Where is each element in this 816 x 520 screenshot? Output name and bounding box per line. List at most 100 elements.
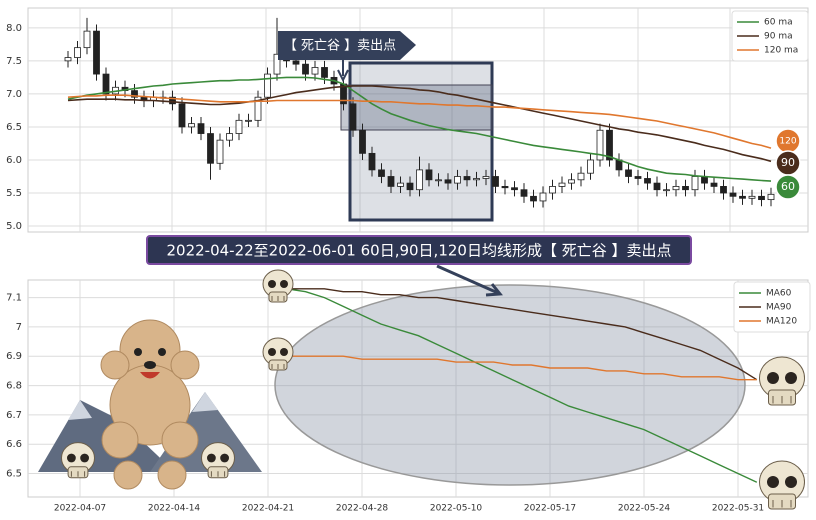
candle-body [416, 169, 423, 191]
y-tick-label: 6.9 [6, 351, 22, 362]
legend-label: 90 ma [764, 32, 793, 42]
skull-eye [280, 280, 288, 288]
y-tick-label: 7 [16, 322, 22, 333]
legend-box [733, 281, 811, 333]
skull-eye [268, 348, 276, 356]
legend-box [731, 10, 809, 62]
skull-eye [67, 453, 76, 463]
end-marker-label: 60 [781, 180, 795, 193]
candle-body [368, 152, 376, 171]
candle-body [311, 67, 319, 75]
candle-body [653, 182, 661, 191]
skull-teeth [271, 296, 285, 301]
x-tick-label: 2022-05-10 [430, 504, 483, 514]
candle-body [767, 193, 775, 201]
dog-part [100, 350, 130, 380]
candle-body [606, 129, 613, 161]
candle-body [273, 53, 281, 75]
candle-body [644, 178, 651, 184]
candle-body [131, 90, 138, 98]
y-tick-label: 8.0 [6, 23, 22, 34]
y-tick-label: 6.5 [6, 122, 22, 133]
ma-line [67, 85, 772, 163]
candle-body [321, 67, 328, 78]
top-plot-area [27, 7, 809, 233]
legend-label: MA90 [766, 303, 792, 313]
candle-body [625, 169, 632, 177]
candle-body [568, 179, 575, 184]
candle-body [444, 179, 452, 184]
candle-body [425, 169, 433, 181]
ma-line [67, 76, 772, 182]
x-tick-label: 2022-04-14 [148, 504, 201, 514]
callout-shape [278, 31, 416, 60]
legend-label: MA120 [766, 317, 797, 327]
candle-body [672, 186, 680, 191]
x-tick-label: 2022-04-07 [54, 504, 106, 514]
candle-body [397, 182, 404, 187]
candle-body [482, 176, 490, 179]
candle-body [74, 47, 81, 58]
legend-label: 60 ma [764, 18, 793, 28]
x-tick-label: 2022-04-21 [242, 504, 294, 514]
candle-body [682, 186, 689, 191]
end-marker [775, 174, 801, 200]
skull-eye [220, 453, 230, 463]
candle-body [254, 96, 262, 121]
skull-eye [80, 453, 89, 463]
end-marker-label: 90 [781, 156, 795, 169]
dog-part [157, 460, 187, 490]
ma-line [67, 94, 772, 149]
candle-body [748, 195, 756, 199]
legend-label: MA60 [766, 289, 792, 299]
dog-part [161, 421, 199, 459]
candle-body [454, 176, 461, 184]
dog-part [170, 350, 200, 380]
candle-body [169, 96, 176, 105]
candle-body [596, 129, 604, 161]
y-tick-label: 5.5 [6, 188, 22, 199]
candle-body [102, 73, 110, 95]
candle-body [245, 119, 252, 122]
skull-teeth [70, 471, 86, 477]
dog-part [101, 421, 139, 459]
candle-body [701, 176, 708, 184]
ma-line [286, 288, 758, 483]
candle-body [691, 176, 699, 191]
skull-eye [280, 348, 288, 356]
candle-body [501, 186, 509, 189]
candle-body [83, 30, 91, 49]
x-tick-label: 2022-04-28 [336, 504, 389, 514]
skull-eye [268, 280, 276, 288]
candle-body [235, 119, 243, 134]
y-tick-label: 7.1 [6, 293, 22, 304]
candle-body [720, 186, 727, 194]
skull-teeth [772, 396, 792, 404]
end-marker-label: 120 [779, 137, 796, 147]
mountain-snow [68, 392, 218, 420]
candle-body [710, 182, 718, 187]
candle-body [302, 63, 309, 75]
banner [146, 235, 692, 265]
dog-eye [134, 348, 142, 356]
candle-body [634, 176, 642, 179]
highlight-band [340, 84, 493, 131]
y-tick-label: 6.0 [6, 155, 22, 166]
candle-body [739, 195, 746, 199]
candle-body [729, 192, 737, 197]
candle-body [492, 176, 499, 187]
candle-body [663, 189, 670, 192]
legend-label: 120 ma [764, 46, 798, 56]
skull-eye [207, 453, 216, 463]
candle-body [520, 189, 528, 197]
candle-body [349, 103, 357, 131]
candle-body [511, 187, 518, 191]
skull-eye [767, 372, 779, 384]
x-tick-label: 2022-05-17 [524, 504, 576, 514]
candle-body [435, 179, 442, 182]
candle-body [292, 60, 300, 65]
banner-arrow [436, 264, 503, 297]
dog-eye [158, 348, 166, 356]
skull-teeth [210, 471, 226, 477]
